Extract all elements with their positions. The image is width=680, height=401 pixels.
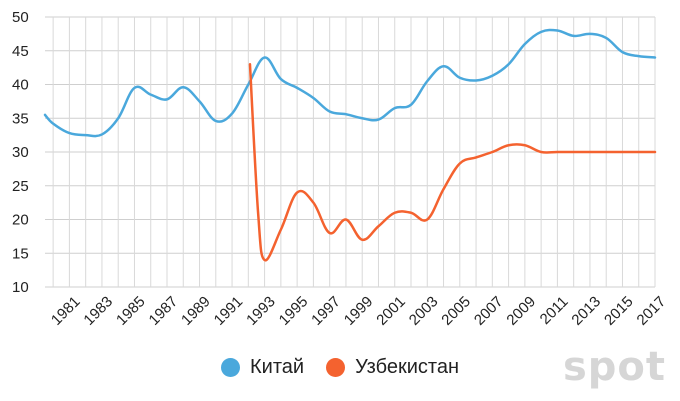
legend-marker-uzbekistan bbox=[326, 358, 346, 377]
x-tick-label: 1991 bbox=[211, 293, 247, 329]
series-line-china bbox=[43, 28, 657, 138]
legend: Китай Узбекистан bbox=[0, 356, 680, 379]
y-tick-label: 40 bbox=[12, 77, 29, 94]
x-tick-label: 1995 bbox=[276, 293, 312, 329]
x-tick-label: 1983 bbox=[80, 293, 116, 329]
legend-label-china: Китай bbox=[250, 356, 305, 378]
x-axis-ticks: 1981198319851987198919911993199519971999… bbox=[48, 293, 669, 329]
x-tick-label: 2003 bbox=[406, 293, 442, 329]
y-axis-ticks: 10 15 20 25 30 35 40 45 50 bbox=[12, 9, 29, 296]
x-tick-label: 1981 bbox=[48, 293, 84, 329]
x-tick-label: 2009 bbox=[503, 293, 539, 329]
x-tick-label: 2013 bbox=[568, 293, 604, 329]
x-tick-label: 1987 bbox=[146, 293, 182, 329]
y-tick-label: 20 bbox=[12, 212, 29, 229]
series-lines bbox=[43, 28, 657, 262]
legend-item-china: Китай bbox=[221, 356, 304, 379]
y-tick-label: 45 bbox=[12, 43, 29, 60]
x-tick-label: 1989 bbox=[178, 293, 214, 329]
series-line-uzbekistan bbox=[248, 63, 657, 262]
y-tick-label: 30 bbox=[12, 144, 29, 161]
x-tick-label: 2011 bbox=[537, 293, 572, 328]
x-tick-label: 2017 bbox=[634, 293, 670, 329]
x-tick-label: 1993 bbox=[243, 293, 279, 329]
y-tick-label: 10 bbox=[12, 279, 29, 296]
y-tick-label: 15 bbox=[12, 245, 29, 262]
legend-marker-china bbox=[221, 358, 241, 377]
x-tick-label: 1997 bbox=[308, 293, 344, 329]
watermark-logo: spot bbox=[562, 344, 666, 390]
x-tick-label: 2001 bbox=[373, 293, 409, 329]
x-tick-label: 2015 bbox=[601, 293, 637, 329]
x-tick-label: 1985 bbox=[113, 293, 149, 329]
y-tick-label: 25 bbox=[12, 178, 29, 195]
y-tick-label: 35 bbox=[12, 110, 29, 127]
grid bbox=[45, 16, 656, 288]
y-tick-label: 50 bbox=[12, 9, 29, 26]
x-tick-label: 1999 bbox=[341, 293, 377, 329]
x-tick-label: 2007 bbox=[471, 293, 507, 329]
legend-label-uzbekistan: Узбекистан bbox=[355, 356, 459, 378]
legend-item-uzbekistan: Узбекистан bbox=[326, 356, 459, 379]
x-tick-label: 2005 bbox=[438, 293, 474, 329]
